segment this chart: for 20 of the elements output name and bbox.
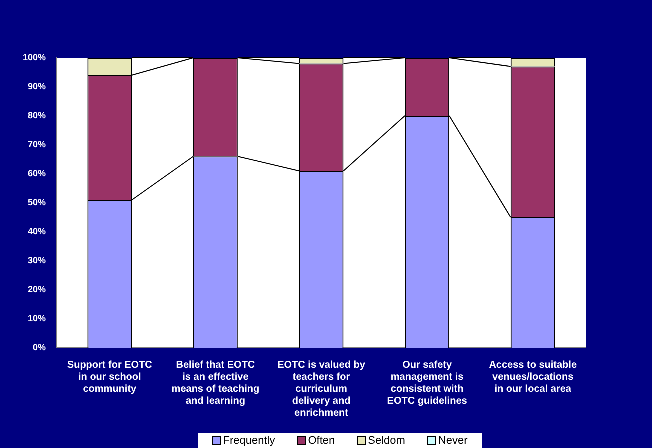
legend-label: Often <box>308 434 336 446</box>
y-tick-label: 70% <box>28 139 46 150</box>
legend-label: Seldom <box>368 434 406 446</box>
y-tick-label: 20% <box>28 284 46 294</box>
x-tick-label: Belief that EOTC is an effective means of teaching and learning <box>172 360 260 407</box>
x-tick-label: Our safety management is consistent with EOTC guidelines <box>387 360 468 407</box>
x-tick-label: Support for EOTC in our school community <box>67 360 152 395</box>
x-tick-label: Access to suitable venues/locations in our local area <box>489 360 578 395</box>
y-tick-label: 40% <box>28 226 46 236</box>
y-tick-label: 50% <box>28 197 46 208</box>
y-tick-label: 90% <box>28 81 46 92</box>
y-tick-label: 100% <box>22 52 46 62</box>
y-tick-label: 0% <box>33 342 46 352</box>
y-tick-label: 80% <box>28 110 46 120</box>
y-tick-label: 10% <box>28 313 46 324</box>
legend-label: Never <box>438 434 468 446</box>
y-tick-label: 30% <box>28 255 46 266</box>
legend-label: Frequently <box>223 434 276 446</box>
y-tick-label: 60% <box>28 168 46 178</box>
x-tick-label: EOTC is valued by teachers for curriculum delivery and enrichment <box>278 360 366 419</box>
